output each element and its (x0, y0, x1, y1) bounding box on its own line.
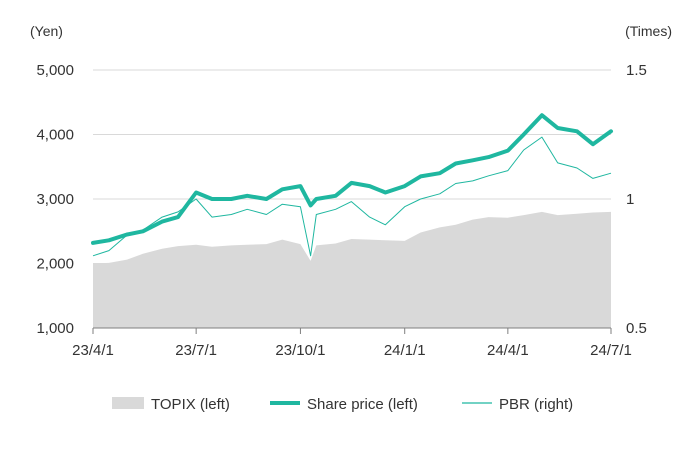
legend-topix-swatch (112, 397, 144, 409)
right-tick-label: 1.5 (626, 62, 647, 79)
right-axis-unit: (Times) (625, 23, 672, 39)
left-tick-label: 1,000 (36, 320, 74, 337)
legend-share-price-label: Share price (left) (307, 396, 418, 413)
axes: 1,000 2,000 3,000 4,000 5,000 0.5 1 1.5 23/4/1 23… (36, 62, 646, 359)
x-tick-label: 24/7/1 (590, 342, 632, 359)
x-tick-label: 23/4/1 (72, 342, 114, 359)
x-tick-label: 23/7/1 (175, 342, 217, 359)
topix-area (93, 211, 611, 328)
left-tick-label: 3,000 (36, 191, 74, 208)
legend-pbr-label: PBR (right) (499, 396, 573, 413)
left-axis-unit: (Yen) (30, 23, 63, 39)
left-tick-label: 4,000 (36, 127, 74, 144)
topix-area-layer (93, 211, 611, 328)
right-tick-label: 0.5 (626, 320, 647, 337)
left-tick-label: 5,000 (36, 62, 74, 79)
x-tick-label: 24/4/1 (487, 342, 529, 359)
left-tick-label: 2,000 (36, 256, 74, 273)
legend: TOPIX (left) Share price (left) PBR (rig… (112, 396, 573, 413)
share-price-line (91, 113, 613, 245)
legend-topix-label: TOPIX (left) (151, 396, 230, 413)
right-tick-label: 1 (626, 191, 634, 208)
lines-layer (91, 113, 613, 257)
x-tick-label: 24/1/1 (384, 342, 426, 359)
x-tick-label: 23/10/1 (275, 342, 325, 359)
